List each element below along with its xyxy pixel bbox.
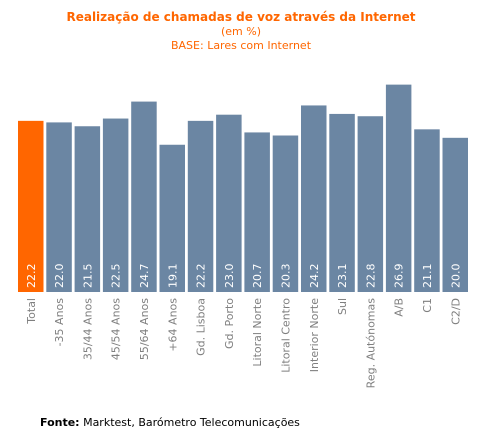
value-label-6: 22.2 [195, 264, 208, 289]
category-label-14: C1 [421, 298, 434, 313]
category-label-5: +64 Anos [166, 298, 179, 352]
chart-subtitle: (em %) [220, 25, 261, 38]
value-label-0: 22.2 [25, 264, 38, 289]
bar-14 [414, 129, 440, 292]
source-label: Fonte: [40, 416, 80, 429]
category-label-3: 45/54 Anos [110, 298, 123, 360]
value-label-3: 22.5 [110, 264, 123, 289]
bar-9 [272, 135, 299, 292]
bar-10 [301, 105, 327, 292]
category-label-7: Gd. Porto [223, 298, 236, 349]
value-label-11: 23.1 [336, 264, 349, 289]
source-note: Fonte: Marktest, Barómetro Telecomunicaç… [40, 416, 300, 429]
value-label-14: 21.1 [421, 264, 434, 289]
category-label-8: Litoral Norte [251, 298, 264, 367]
category-label-15: C2/D [449, 298, 462, 325]
chart-title: Realização de chamadas de voz através da… [66, 10, 416, 24]
value-label-9: 20.3 [279, 264, 292, 289]
category-label-12: Reg. Autónomas [364, 298, 377, 389]
value-label-5: 19.1 [166, 264, 179, 289]
bar-1 [46, 122, 72, 293]
category-label-6: Gd. Lisboa [195, 298, 208, 356]
value-label-12: 22.8 [364, 264, 377, 289]
category-label-2: 35/44 Anos [81, 298, 94, 360]
bar-0 [18, 120, 44, 292]
bar-15 [442, 137, 468, 292]
value-label-4: 24.7 [138, 264, 151, 289]
value-label-7: 23.0 [223, 264, 236, 289]
bar-6 [187, 120, 214, 292]
bar-2 [74, 126, 101, 292]
category-label-1: -35 Anos [53, 298, 66, 347]
category-label-9: Litoral Centro [279, 298, 292, 373]
bar-13 [385, 84, 412, 292]
category-label-4: 55/64 Anos [138, 298, 151, 360]
category-label-13: A/B [393, 298, 406, 317]
bar-8 [244, 132, 270, 292]
bar-4 [131, 101, 157, 293]
source-text: Marktest, Barómetro Telecomunicações [79, 416, 300, 429]
category-label-11: Sul [336, 298, 349, 315]
value-label-1: 22.0 [53, 264, 66, 289]
value-label-2: 21.5 [81, 264, 94, 289]
bar-3 [102, 118, 129, 292]
value-label-15: 20.0 [449, 264, 462, 289]
bar-12 [357, 116, 384, 292]
bar-11 [329, 113, 355, 292]
value-label-10: 24.2 [308, 264, 321, 289]
category-label-10: Interior Norte [308, 298, 321, 372]
chart-base-note: BASE: Lares com Internet [170, 39, 312, 52]
bar-5 [159, 144, 185, 292]
value-label-8: 20.7 [251, 264, 264, 289]
category-label-0: Total [25, 298, 38, 325]
value-label-13: 26.9 [393, 264, 406, 289]
bar-7 [216, 114, 242, 292]
